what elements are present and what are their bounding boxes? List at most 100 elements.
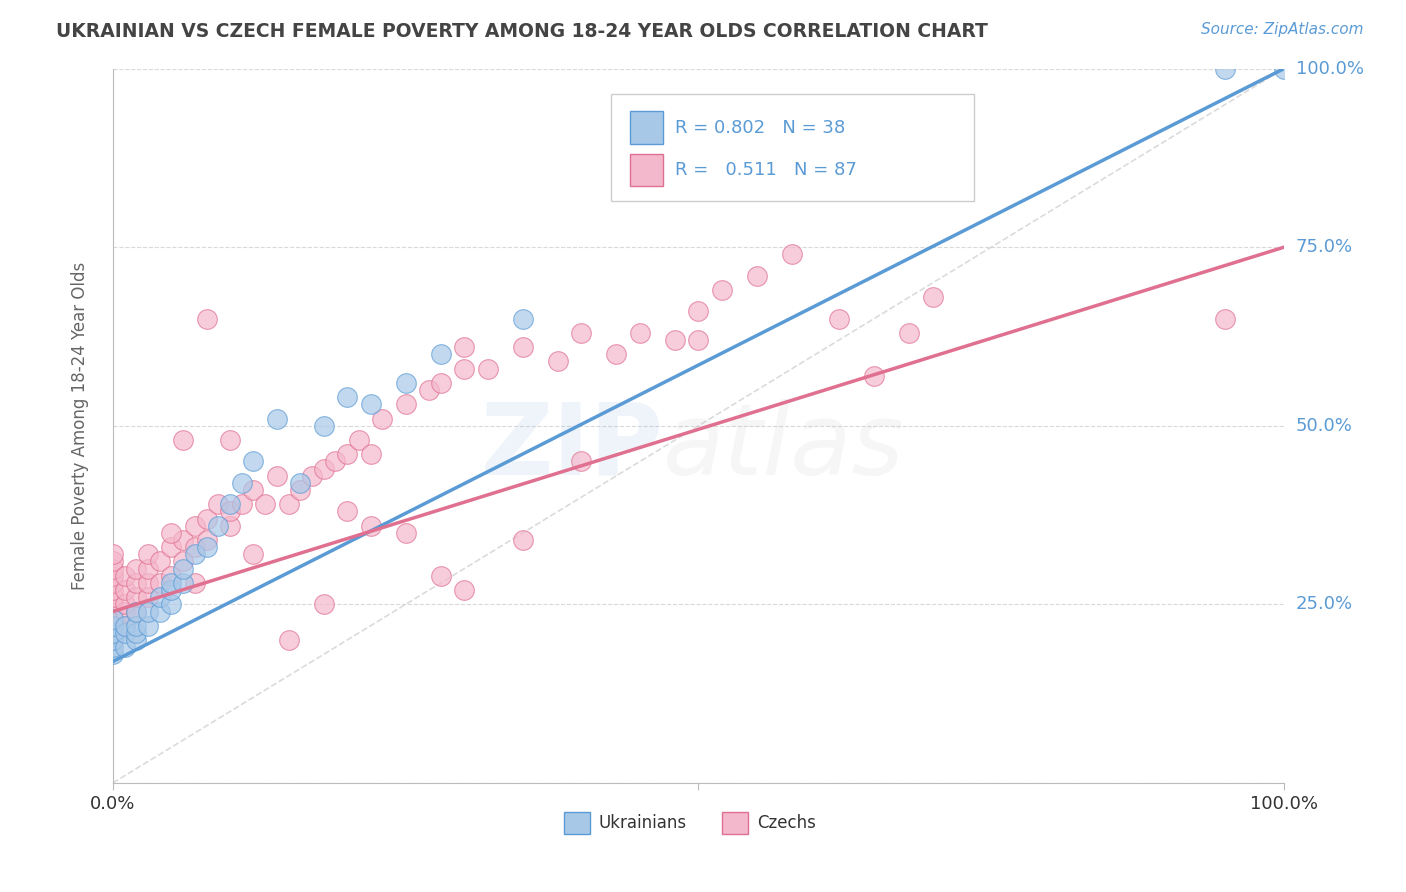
Point (688, 304, 710, 318)
Point (605, 347, 627, 361)
Point (101, 633, 124, 648)
Point (125, 591, 148, 605)
Point (512, 340, 534, 354)
Point (628, 326, 651, 340)
Point (231, 475, 253, 490)
Point (101, 547, 124, 561)
Point (136, 576, 159, 591)
Point (172, 433, 194, 447)
Text: R = 0.802   N = 38: R = 0.802 N = 38 (675, 119, 845, 136)
Point (429, 347, 451, 361)
Point (266, 468, 288, 483)
Point (1272, 62, 1295, 76)
Point (136, 619, 159, 633)
Point (114, 619, 136, 633)
Point (184, 547, 207, 561)
Point (125, 605, 148, 619)
Point (184, 540, 207, 554)
Point (101, 619, 124, 633)
Point (547, 354, 569, 368)
Bar (630, 112, 664, 144)
Point (160, 598, 183, 612)
Point (101, 626, 124, 640)
Point (125, 561, 148, 575)
Point (101, 591, 124, 605)
Point (114, 583, 136, 598)
Point (453, 340, 475, 354)
Point (418, 383, 440, 397)
Point (125, 626, 148, 640)
Point (569, 326, 592, 340)
Point (863, 368, 886, 383)
Point (360, 447, 382, 461)
Point (149, 605, 172, 619)
Point (149, 591, 172, 605)
Point (101, 576, 124, 591)
Text: R =   0.511   N = 87: R = 0.511 N = 87 (675, 161, 856, 179)
Point (569, 454, 592, 468)
Point (347, 433, 370, 447)
Point (172, 533, 194, 547)
Point (195, 533, 218, 547)
Point (242, 483, 264, 497)
Point (828, 311, 851, 326)
Point (745, 268, 768, 283)
Point (125, 619, 148, 633)
Bar (721, 812, 748, 834)
Point (688, 333, 710, 347)
Point (101, 640, 124, 655)
Point (512, 311, 534, 326)
Point (195, 511, 218, 525)
Point (312, 461, 335, 475)
Point (149, 554, 172, 568)
Point (898, 326, 921, 340)
Point (266, 411, 288, 425)
Text: 25.0%: 25.0% (1296, 595, 1353, 614)
Point (195, 540, 218, 554)
Point (242, 454, 264, 468)
Point (477, 361, 499, 376)
Bar (630, 154, 664, 186)
Point (360, 397, 382, 411)
Point (114, 626, 136, 640)
Point (360, 518, 382, 533)
Point (1215, 62, 1237, 76)
Point (101, 612, 124, 626)
Point (1215, 311, 1237, 326)
Point (184, 576, 207, 591)
Point (429, 376, 451, 390)
Point (136, 547, 159, 561)
Point (325, 454, 347, 468)
Point (136, 561, 159, 575)
Point (219, 504, 242, 518)
Y-axis label: Female Poverty Among 18-24 Year Olds: Female Poverty Among 18-24 Year Olds (72, 261, 89, 590)
Point (160, 576, 183, 591)
Point (207, 518, 229, 533)
Text: 100.0%: 100.0% (1296, 60, 1364, 78)
Point (195, 311, 218, 326)
Point (242, 547, 264, 561)
Point (172, 554, 194, 568)
Point (101, 583, 124, 598)
Text: Source: ZipAtlas.com: Source: ZipAtlas.com (1201, 22, 1364, 37)
Point (301, 468, 323, 483)
Point (231, 497, 253, 511)
Point (125, 605, 148, 619)
Bar (564, 812, 589, 834)
Point (312, 598, 335, 612)
Point (172, 576, 194, 591)
Point (219, 433, 242, 447)
Point (780, 247, 803, 261)
Point (101, 648, 124, 662)
Point (254, 497, 277, 511)
Point (101, 569, 124, 583)
Point (921, 290, 943, 304)
Text: 75.0%: 75.0% (1296, 238, 1353, 256)
FancyBboxPatch shape (610, 94, 973, 201)
Point (453, 361, 475, 376)
Text: Ukrainians: Ukrainians (599, 814, 688, 832)
Point (371, 411, 394, 425)
Text: Czechs: Czechs (756, 814, 815, 832)
Point (101, 605, 124, 619)
Point (172, 561, 194, 575)
